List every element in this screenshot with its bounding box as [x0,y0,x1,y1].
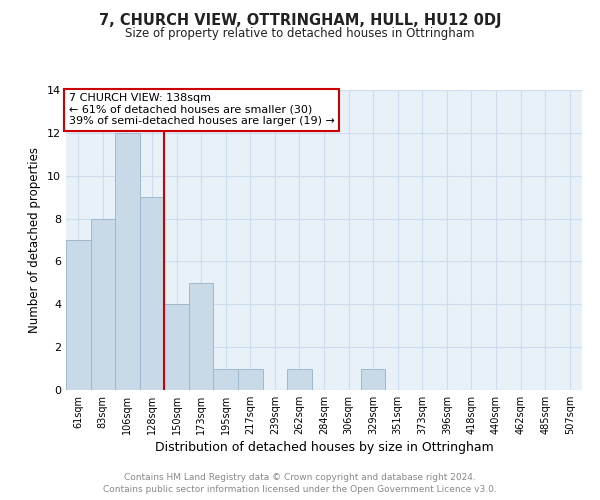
Bar [189,283,214,390]
Bar [214,368,238,390]
Bar [140,197,164,390]
Bar [361,368,385,390]
Bar [66,240,91,390]
Text: 7 CHURCH VIEW: 138sqm
← 61% of detached houses are smaller (30)
39% of semi-deta: 7 CHURCH VIEW: 138sqm ← 61% of detached … [68,93,334,126]
Text: Contains HM Land Registry data © Crown copyright and database right 2024.: Contains HM Land Registry data © Crown c… [124,472,476,482]
Bar [91,218,115,390]
Bar [164,304,189,390]
Bar [238,368,263,390]
Bar [287,368,312,390]
X-axis label: Distribution of detached houses by size in Ottringham: Distribution of detached houses by size … [155,441,493,454]
Text: 7, CHURCH VIEW, OTTRINGHAM, HULL, HU12 0DJ: 7, CHURCH VIEW, OTTRINGHAM, HULL, HU12 0… [99,12,501,28]
Bar [115,133,140,390]
Y-axis label: Number of detached properties: Number of detached properties [28,147,41,333]
Text: Size of property relative to detached houses in Ottringham: Size of property relative to detached ho… [125,28,475,40]
Text: Contains public sector information licensed under the Open Government Licence v3: Contains public sector information licen… [103,485,497,494]
